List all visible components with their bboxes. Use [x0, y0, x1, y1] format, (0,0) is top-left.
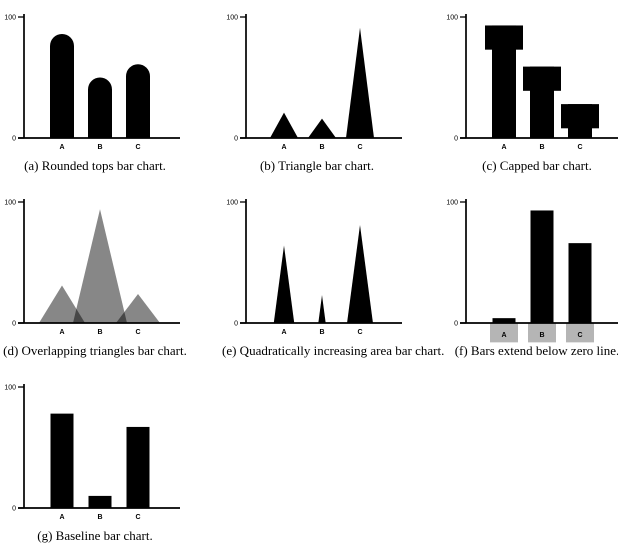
y-tick-label-100: 100 [4, 385, 16, 392]
bar-triangle-B [308, 118, 336, 138]
chart-quadratic-area: 0 100 A B C [226, 199, 402, 336]
caption-f: (f) Bars extend below zero line. [454, 343, 618, 358]
x-category-label-C: C [135, 144, 140, 151]
y-tick-label-100: 100 [446, 15, 458, 22]
panel-c: 0 100 A B C (c) Capped bar chart. [412, 5, 618, 190]
bar-B [530, 210, 554, 323]
x-category-label-B: B [319, 329, 324, 336]
bar-triangle-A [270, 112, 298, 138]
bar-A [50, 413, 74, 508]
bar-below-zero-A [490, 323, 518, 343]
bar-quad-triangle-C [347, 224, 373, 323]
y-tick-label-0: 0 [12, 321, 16, 328]
caption-e: (e) Quadratically increasing area bar ch… [222, 343, 445, 358]
x-category-label-C: C [135, 329, 140, 336]
chart-rounded-tops: 0 100 A B C [4, 14, 180, 151]
chart-triangle: 0 100 A B C [226, 14, 402, 151]
x-category-label-A: A [281, 329, 286, 336]
bar-cap-B [523, 66, 561, 91]
bar-overlap-triangle-B [73, 209, 127, 323]
caption-b: (b) Triangle bar chart. [259, 158, 375, 173]
figure-row-2: 0 100 A B C (d) Overlapping triangles bar ch… [0, 190, 618, 375]
y-tick-label-0: 0 [12, 506, 16, 513]
bar-A [492, 318, 516, 323]
y-tick-label-100: 100 [446, 200, 458, 207]
y-tick-label-0: 0 [12, 136, 16, 143]
x-category-label-A: A [59, 144, 64, 151]
x-category-label-C: C [357, 144, 362, 151]
bar-rounded-B [88, 77, 112, 138]
panel-e: 0 100 A B C (e) Quadratically increasing are… [206, 190, 445, 375]
bar-cap-A [485, 25, 523, 50]
x-category-label-A: A [281, 144, 286, 151]
x-category-label-B: B [319, 144, 324, 151]
bar-below-zero-C [566, 323, 594, 343]
y-tick-label-0: 0 [454, 321, 458, 328]
x-category-label-C: C [577, 332, 582, 339]
y-tick-label-0: 0 [234, 136, 238, 143]
panel-f: 0 100 A B C (f) Bars extend below zero line. [412, 190, 618, 375]
caption-g: (g) Baseline bar chart. [37, 528, 153, 543]
chart-overlapping-triangles: 0 100 A B C [4, 199, 180, 336]
chart-baseline: 0 100 A B C [4, 384, 180, 521]
chart-capped: 0 100 A B C [446, 14, 618, 151]
bar-overlap-triangle-A [39, 285, 85, 323]
bar-overlap-triangle-C [116, 293, 160, 323]
caption-c: (c) Capped bar chart. [482, 158, 592, 173]
bar-rounded-C [126, 64, 150, 138]
bar-triangle-C [346, 27, 374, 138]
chart-below-zero: 0 100 A B C [446, 199, 618, 343]
panel-b: 0 100 A B C (b) Triangle bar chart. [206, 5, 412, 190]
x-category-label-A: A [501, 332, 506, 339]
panel-g: 0 100 A B C (g) Baseline bar chart. [0, 375, 206, 557]
x-category-label-B: B [97, 329, 102, 336]
y-tick-label-100: 100 [226, 200, 238, 207]
bar-quad-triangle-B [318, 295, 326, 323]
panel-d: 0 100 A B C (d) Overlapping triangles bar ch… [0, 190, 206, 375]
x-category-label-B: B [97, 514, 102, 521]
bar-quad-triangle-A [273, 245, 295, 323]
figure-row-3: 0 100 A B C (g) Baseline bar chart. [0, 375, 618, 557]
bar-cap-C [561, 104, 599, 129]
x-category-label-C: C [577, 144, 582, 151]
y-tick-label-100: 100 [226, 15, 238, 22]
caption-a: (a) Rounded tops bar chart. [24, 158, 166, 173]
x-category-label-A: A [501, 144, 506, 151]
y-tick-label-0: 0 [234, 321, 238, 328]
caption-d: (d) Overlapping triangles bar chart. [3, 343, 187, 358]
figure-row-1: 0 100 A B C (a) Rounded tops bar chart. 0 100… [0, 5, 618, 190]
x-category-label-A: A [59, 514, 64, 521]
y-tick-label-0: 0 [454, 136, 458, 143]
x-category-label-C: C [357, 329, 362, 336]
bar-below-zero-B [528, 323, 556, 343]
x-category-label-B: B [539, 144, 544, 151]
bar-C [126, 426, 150, 508]
y-tick-label-100: 100 [4, 200, 16, 207]
x-category-label-B: B [97, 144, 102, 151]
x-category-label-B: B [539, 332, 544, 339]
panel-a: 0 100 A B C (a) Rounded tops bar chart. [0, 5, 206, 190]
bar-B [88, 495, 112, 508]
x-category-label-C: C [135, 514, 140, 521]
bar-C [568, 243, 592, 323]
bar-rounded-A [50, 33, 74, 138]
x-category-label-A: A [59, 329, 64, 336]
y-tick-label-100: 100 [4, 15, 16, 22]
